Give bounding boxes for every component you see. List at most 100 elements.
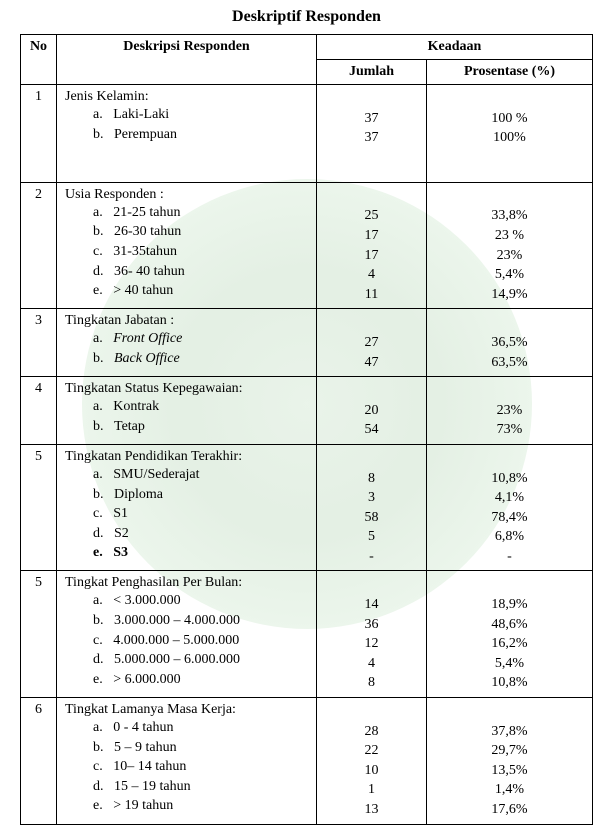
row-prosentase: 33,8%23 %23%5,4%14,9% <box>427 182 593 309</box>
row-description: Tingkatan Pendidikan Terakhir:a. SMU/Sed… <box>57 444 317 571</box>
prosentase-value: 5,4% <box>431 654 588 674</box>
prosentase-value: 14,9% <box>431 285 588 305</box>
table-row: 5Tingkat Penghasilan Per Bulan:a. < 3.00… <box>21 571 593 698</box>
row-description: Jenis Kelamin:a. Laki-Lakib. Perempuan <box>57 85 317 183</box>
prosentase-value: 100% <box>431 128 588 148</box>
jumlah-value: 8 <box>321 469 422 489</box>
row-item: d. 5.000.000 – 6.000.000 <box>65 650 308 670</box>
jumlah-value: 58 <box>321 508 422 528</box>
prosentase-value: 10,8% <box>431 469 588 489</box>
row-item: b. Perempuan <box>65 125 308 145</box>
row-prosentase: 100 %100% <box>427 85 593 183</box>
row-item: b. Diploma <box>65 485 308 505</box>
row-number: 2 <box>21 182 57 309</box>
row-item: b. 26-30 tahun <box>65 222 308 242</box>
prosentase-value: 1,4% <box>431 780 588 800</box>
row-jumlah: 14361248 <box>317 571 427 698</box>
prosentase-value: 10,8% <box>431 673 588 693</box>
row-jumlah: 3737 <box>317 85 427 183</box>
jumlah-value: 12 <box>321 634 422 654</box>
row-item: e. > 19 tahun <box>65 796 308 816</box>
row-prosentase: 18,9%48,6%16,2%5,4%10,8% <box>427 571 593 698</box>
jumlah-value: 1 <box>321 780 422 800</box>
row-description: Tingkatan Jabatan :a. Front Officeb. Bac… <box>57 309 317 377</box>
data-table: No Deskripsi Responden Keadaan Jumlah Pr… <box>20 34 593 825</box>
row-description: Tingkat Lamanya Masa Kerja:a. 0 - 4 tahu… <box>57 698 317 825</box>
prosentase-value: 36,5% <box>431 333 588 353</box>
jumlah-value: 4 <box>321 654 422 674</box>
table-row: 6Tingkat Lamanya Masa Kerja:a. 0 - 4 tah… <box>21 698 593 825</box>
header-desc: Deskripsi Responden <box>57 35 317 85</box>
jumlah-value: 11 <box>321 285 422 305</box>
row-item: c. 4.000.000 – 5.000.000 <box>65 631 308 651</box>
prosentase-value: 78,4% <box>431 508 588 528</box>
row-item: d. 36- 40 tahun <box>65 262 308 282</box>
prosentase-value: 17,6% <box>431 800 588 820</box>
row-item: d. S2 <box>65 524 308 544</box>
prosentase-value: 29,7% <box>431 741 588 761</box>
jumlah-value: 28 <box>321 722 422 742</box>
row-title: Tingkat Lamanya Masa Kerja: <box>65 702 308 718</box>
row-number: 1 <box>21 85 57 183</box>
row-item: a. SMU/Sederajat <box>65 465 308 485</box>
jumlah-value: 37 <box>321 128 422 148</box>
row-item: a. < 3.000.000 <box>65 591 308 611</box>
prosentase-value: 100 % <box>431 109 588 129</box>
jumlah-value: 3 <box>321 488 422 508</box>
row-item: c. 31-35tahun <box>65 242 308 262</box>
row-jumlah: 83585- <box>317 444 427 571</box>
row-number: 6 <box>21 698 57 825</box>
row-item: b. Tetap <box>65 417 308 437</box>
jumlah-value: 20 <box>321 401 422 421</box>
row-description: Tingkat Penghasilan Per Bulan:a. < 3.000… <box>57 571 317 698</box>
prosentase-value: - <box>431 547 588 567</box>
row-prosentase: 23%73% <box>427 377 593 445</box>
row-item: d. 15 – 19 tahun <box>65 777 308 797</box>
prosentase-value: 23% <box>431 246 588 266</box>
row-item: a. 0 - 4 tahun <box>65 718 308 738</box>
jumlah-value: 37 <box>321 109 422 129</box>
table-row: 5Tingkatan Pendidikan Terakhir:a. SMU/Se… <box>21 444 593 571</box>
row-title: Tingkat Penghasilan Per Bulan: <box>65 575 308 591</box>
table-row: 3Tingkatan Jabatan :a. Front Officeb. Ba… <box>21 309 593 377</box>
header-keadaan: Keadaan <box>317 35 593 60</box>
jumlah-value: 17 <box>321 226 422 246</box>
row-jumlah: 2054 <box>317 377 427 445</box>
table-row: 4Tingkatan Status Kepegawaian:a. Kontrak… <box>21 377 593 445</box>
header-prosentase: Prosentase (%) <box>427 60 593 85</box>
prosentase-value: 16,2% <box>431 634 588 654</box>
row-description: Usia Responden :a. 21-25 tahunb. 26-30 t… <box>57 182 317 309</box>
prosentase-value: 48,6% <box>431 615 588 635</box>
row-item: a. Front Office <box>65 329 308 349</box>
table-row: 2Usia Responden :a. 21-25 tahunb. 26-30 … <box>21 182 593 309</box>
jumlah-value: 54 <box>321 420 422 440</box>
row-jumlah: 282210113 <box>317 698 427 825</box>
jumlah-value: 25 <box>321 206 422 226</box>
row-item: c. 10– 14 tahun <box>65 757 308 777</box>
row-number: 3 <box>21 309 57 377</box>
row-item: c. S1 <box>65 504 308 524</box>
jumlah-value: 8 <box>321 673 422 693</box>
row-item: b. 3.000.000 – 4.000.000 <box>65 611 308 631</box>
prosentase-value: 13,5% <box>431 761 588 781</box>
row-item: a. Kontrak <box>65 397 308 417</box>
row-item: e. > 6.000.000 <box>65 670 308 690</box>
header-jumlah: Jumlah <box>317 60 427 85</box>
row-number: 5 <box>21 444 57 571</box>
prosentase-value: 37,8% <box>431 722 588 742</box>
row-item: e. S3 <box>65 543 308 563</box>
row-title: Jenis Kelamin: <box>65 89 308 105</box>
header-no: No <box>21 35 57 85</box>
row-title: Tingkatan Jabatan : <box>65 313 308 329</box>
row-number: 4 <box>21 377 57 445</box>
jumlah-value: 13 <box>321 800 422 820</box>
jumlah-value: - <box>321 547 422 567</box>
row-item: b. Back Office <box>65 349 308 369</box>
table-title: Deskriptif Responden <box>20 8 593 26</box>
row-number: 5 <box>21 571 57 698</box>
jumlah-value: 4 <box>321 265 422 285</box>
row-title: Usia Responden : <box>65 187 308 203</box>
jumlah-value: 27 <box>321 333 422 353</box>
prosentase-value: 33,8% <box>431 206 588 226</box>
jumlah-value: 47 <box>321 353 422 373</box>
